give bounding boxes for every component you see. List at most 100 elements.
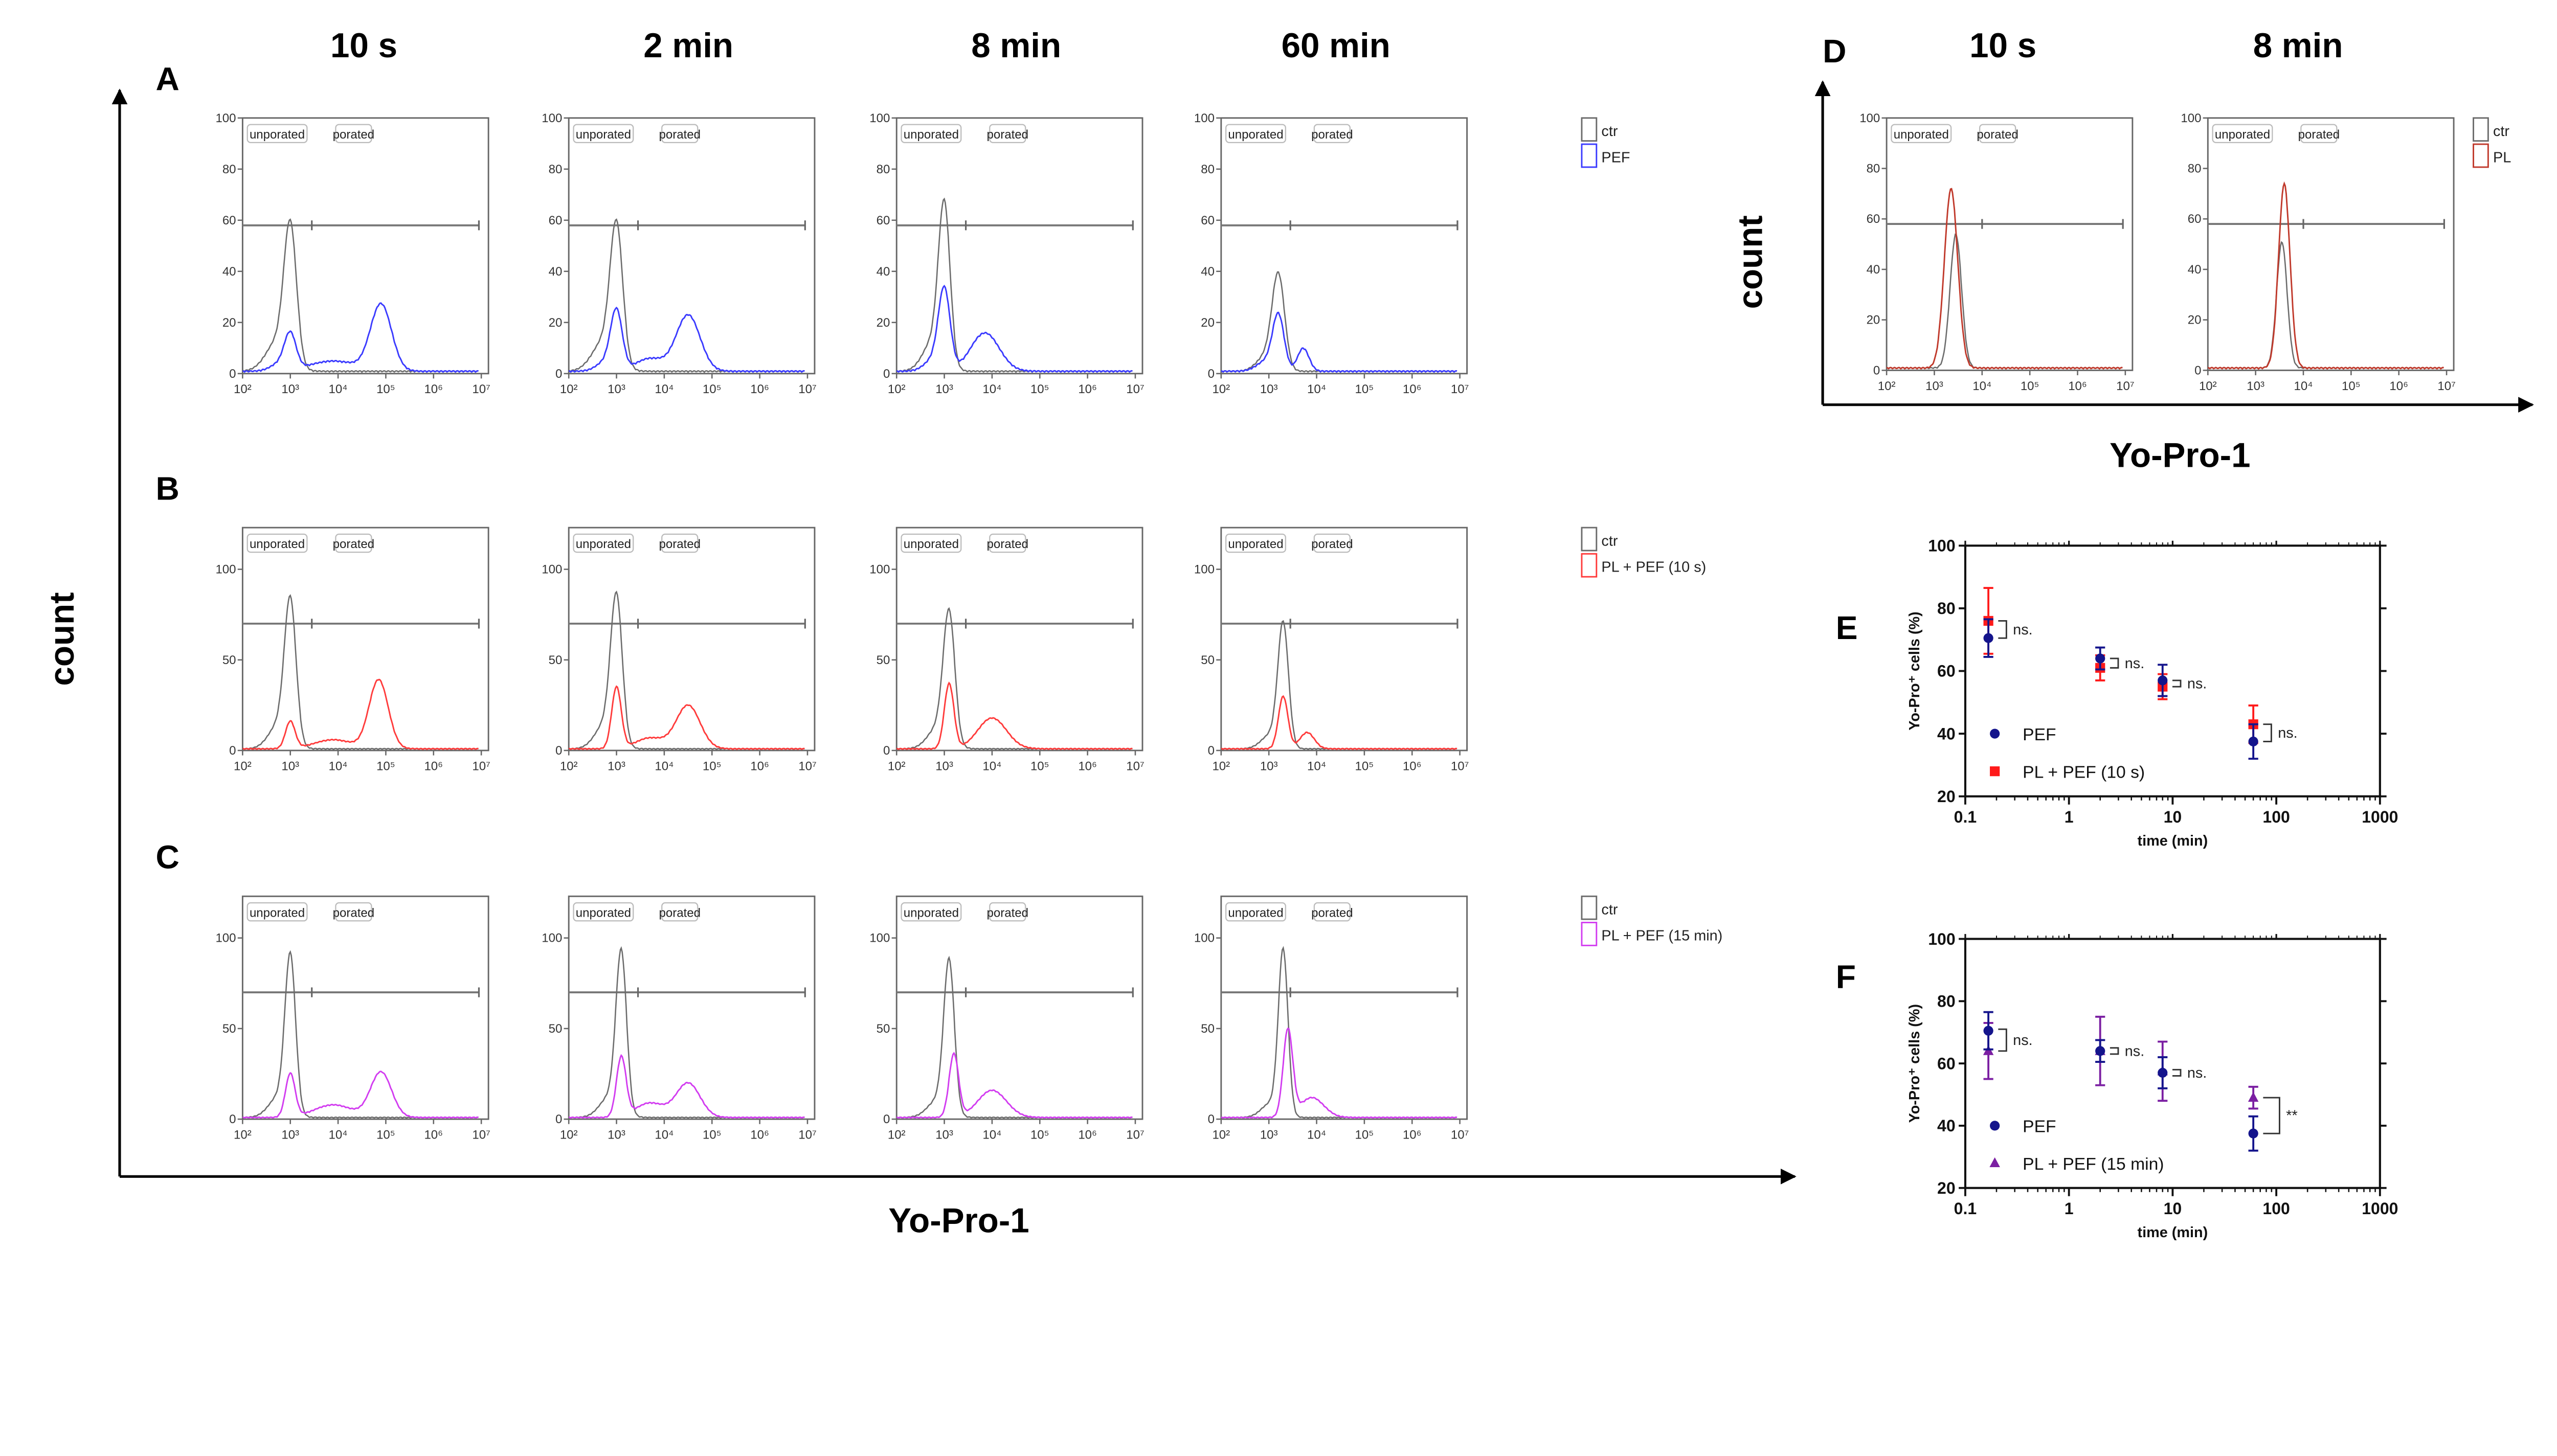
x-tick-label: 10: [2164, 808, 2182, 826]
legend-swatch: [1581, 143, 1598, 168]
series-pef-curve: [896, 284, 1133, 373]
x-tick-label: 10³: [281, 1128, 299, 1142]
x-tick-label: 10²: [560, 382, 578, 396]
gate-label-unporated: unporated: [904, 537, 959, 551]
legend-label: PL: [2493, 149, 2511, 166]
x-tick-label: 10⁷: [1451, 382, 1469, 396]
legend-swatch: [1581, 117, 1598, 142]
x-tick-label: 10⁴: [329, 759, 348, 773]
y-tick-label: 60: [222, 214, 236, 228]
plot-frame: [895, 117, 1143, 375]
gate-label-unporated: unporated: [576, 128, 631, 142]
y-tick-label: 0: [229, 1112, 236, 1126]
legend-swatch: [1581, 527, 1598, 552]
y-tick-label: 40: [2188, 263, 2202, 277]
significance-bracket: [2110, 657, 2119, 669]
x-tick-label: 10⁴: [329, 1128, 348, 1142]
panel-letter-d: D: [1823, 33, 1846, 70]
y-tick-label: 60: [2188, 212, 2202, 226]
x-tick-label: 10⁵: [703, 1128, 722, 1142]
y-tick-label: 0: [229, 744, 236, 758]
series-pl-pef-10-s--curve: [896, 681, 1133, 750]
x-tick-label: 1: [2065, 808, 2074, 826]
x-tick-label: 10⁴: [655, 1128, 674, 1142]
gate-label-box: [661, 902, 699, 922]
x-tick-label: 10⁵: [1355, 382, 1374, 396]
series-pl-curve: [1886, 188, 2123, 370]
histogram-a-0: 0 20 40 60 80 100 10² 10³ 10⁴ 10⁵ 10⁶ 10⁷ unporated p…: [215, 111, 490, 396]
x-tick-label: 10²: [1878, 379, 1896, 393]
gate-label-porated: porated: [333, 128, 374, 142]
x-tick-label: 10⁷: [472, 759, 490, 773]
gate-label-box: [1313, 533, 1351, 553]
x-tick-label: 10⁵: [1030, 759, 1049, 773]
y-tick-label: 80: [549, 163, 563, 176]
y-tick-label: 100: [542, 931, 562, 945]
y-tick-label: 100: [215, 111, 236, 125]
data-point-circle: [1983, 618, 1993, 658]
legend-label: PL + PEF (15 min): [2023, 1155, 2164, 1174]
significance-bracket: [2263, 1097, 2280, 1134]
series-ctr-curve: [1886, 233, 2123, 370]
legend-label: ctr: [1601, 901, 1618, 918]
y-tick-label: 0: [229, 367, 236, 381]
y-tick-label: 20: [1867, 313, 1880, 327]
legend-label: PL + PEF (15 min): [1601, 928, 1722, 944]
x-tick-label: 10⁵: [1355, 1128, 1374, 1142]
plot-frame: [895, 527, 1143, 752]
x-tick-label: 10²: [1212, 1128, 1230, 1142]
x-tick-label: 10³: [608, 382, 625, 396]
x-tick-label: 10³: [1260, 759, 1278, 773]
x-tick-label: 1000: [2362, 1199, 2398, 1218]
legend-label: ctr: [2493, 123, 2509, 140]
y-tick-label: 100: [869, 931, 890, 945]
gate-label-box: [989, 124, 1026, 143]
gate-label-box: [246, 533, 308, 553]
x-tick-label: 10⁵: [1355, 759, 1374, 773]
series-ctr-curve: [1221, 946, 1457, 1119]
x-tick-label: 10²: [1212, 759, 1230, 773]
data-point-triangle: [2248, 1085, 2259, 1110]
y-tick-label: 50: [222, 653, 236, 667]
y-tick-label: 100: [215, 563, 236, 577]
series-ctr-curve: [568, 946, 805, 1119]
x-tick-label: 10³: [608, 1128, 625, 1142]
gate-label-box: [661, 533, 699, 553]
legend-triangle-marker: [1989, 1157, 2000, 1168]
legend-d: ctr PL: [2473, 117, 2511, 168]
y-tick-label: 100: [542, 111, 562, 125]
y-tick-label: 0: [1873, 363, 1880, 377]
plot-frame: [1220, 117, 1468, 375]
data-point-circle: [2158, 664, 2168, 697]
circle-marker: [1983, 633, 1993, 643]
plot-frame: [2207, 117, 2455, 371]
y-tick-label: 0: [883, 367, 890, 381]
x-axis-label: time (min): [2138, 1224, 2208, 1241]
x-tick-label: 100: [2262, 1199, 2290, 1218]
series-pl-pef-15-min--curve: [568, 1054, 805, 1119]
data-point-circle: [2248, 723, 2258, 760]
y-tick-label: 100: [215, 931, 236, 945]
series-ctr-curve: [896, 956, 1133, 1119]
x-tick-label: 10⁶: [424, 759, 443, 773]
x-tick-label: 10⁴: [982, 759, 1001, 773]
plot-frame: [568, 895, 816, 1120]
x-tick-label: 10⁵: [703, 382, 722, 396]
x-tick-label: 10⁷: [2116, 379, 2134, 393]
column-header-2min: 2 min: [643, 27, 733, 65]
x-tick-label: 10²: [234, 759, 252, 773]
gate-label-unporated: unporated: [904, 128, 959, 142]
series-ctr-curve: [568, 218, 805, 373]
circle-marker: [2095, 1046, 2105, 1056]
x-tick-label: 10⁵: [376, 382, 395, 396]
gate-label-unporated: unporated: [250, 906, 305, 920]
gate-label-porated: porated: [659, 537, 700, 551]
panel-letter-b: B: [155, 470, 179, 507]
data-point-circle: [2248, 1115, 2258, 1152]
series-pl-curve: [2207, 181, 2444, 370]
legend-swatch: [1581, 922, 1598, 946]
plot-frame: [1220, 527, 1468, 752]
significance-label: ns.: [2013, 622, 2032, 638]
scatter-plot-f: 20 40 60 80 100 0.1 1 10 100 1000 time (min) Yo-Pro…: [1906, 930, 2398, 1241]
